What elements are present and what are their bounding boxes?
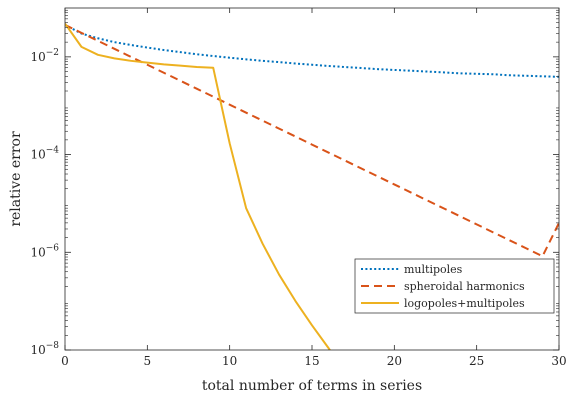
x-axis-label: total number of terms in series — [202, 378, 422, 394]
x-tick-label: 5 — [144, 354, 152, 368]
series-line-spheroidal-harmonics — [65, 24, 559, 258]
y-tick-base: 10 — [30, 245, 45, 259]
y-tick-label: 10−8 — [30, 341, 59, 357]
y-tick-base: 10 — [30, 343, 45, 357]
series-line-logopoles-multipoles — [65, 22, 332, 350]
legend-label: spheroidal harmonics — [404, 280, 525, 293]
y-tick-exponent: −6 — [46, 243, 60, 253]
series-line-multipoles — [65, 24, 559, 78]
y-tick-base: 10 — [30, 50, 45, 64]
y-tick-label: 10−6 — [30, 243, 59, 259]
x-tick-label: 20 — [387, 354, 402, 368]
legend: multipoles spheroidal harmonics logopoles+… — [354, 258, 555, 314]
y-tick-label: 10−2 — [30, 48, 59, 64]
y-tick-exponent: −4 — [46, 146, 60, 156]
y-tick-exponent: −2 — [46, 48, 59, 58]
x-tick-label: 30 — [551, 354, 566, 368]
legend-label: logopoles+multipoles — [404, 297, 525, 310]
axes-box — [64, 7, 560, 351]
y-tick-exponent: −8 — [46, 341, 60, 351]
legend-label: multipoles — [404, 263, 463, 276]
x-tick-label: 15 — [304, 354, 319, 368]
series-layer — [65, 22, 559, 350]
y-tick-base: 10 — [30, 148, 45, 162]
x-tick-label: 0 — [61, 354, 69, 368]
y-axis-label: relative error — [8, 131, 24, 227]
y-tick-label: 10−4 — [30, 146, 59, 162]
x-tick-label: 25 — [469, 354, 484, 368]
x-tick-label: 10 — [222, 354, 237, 368]
